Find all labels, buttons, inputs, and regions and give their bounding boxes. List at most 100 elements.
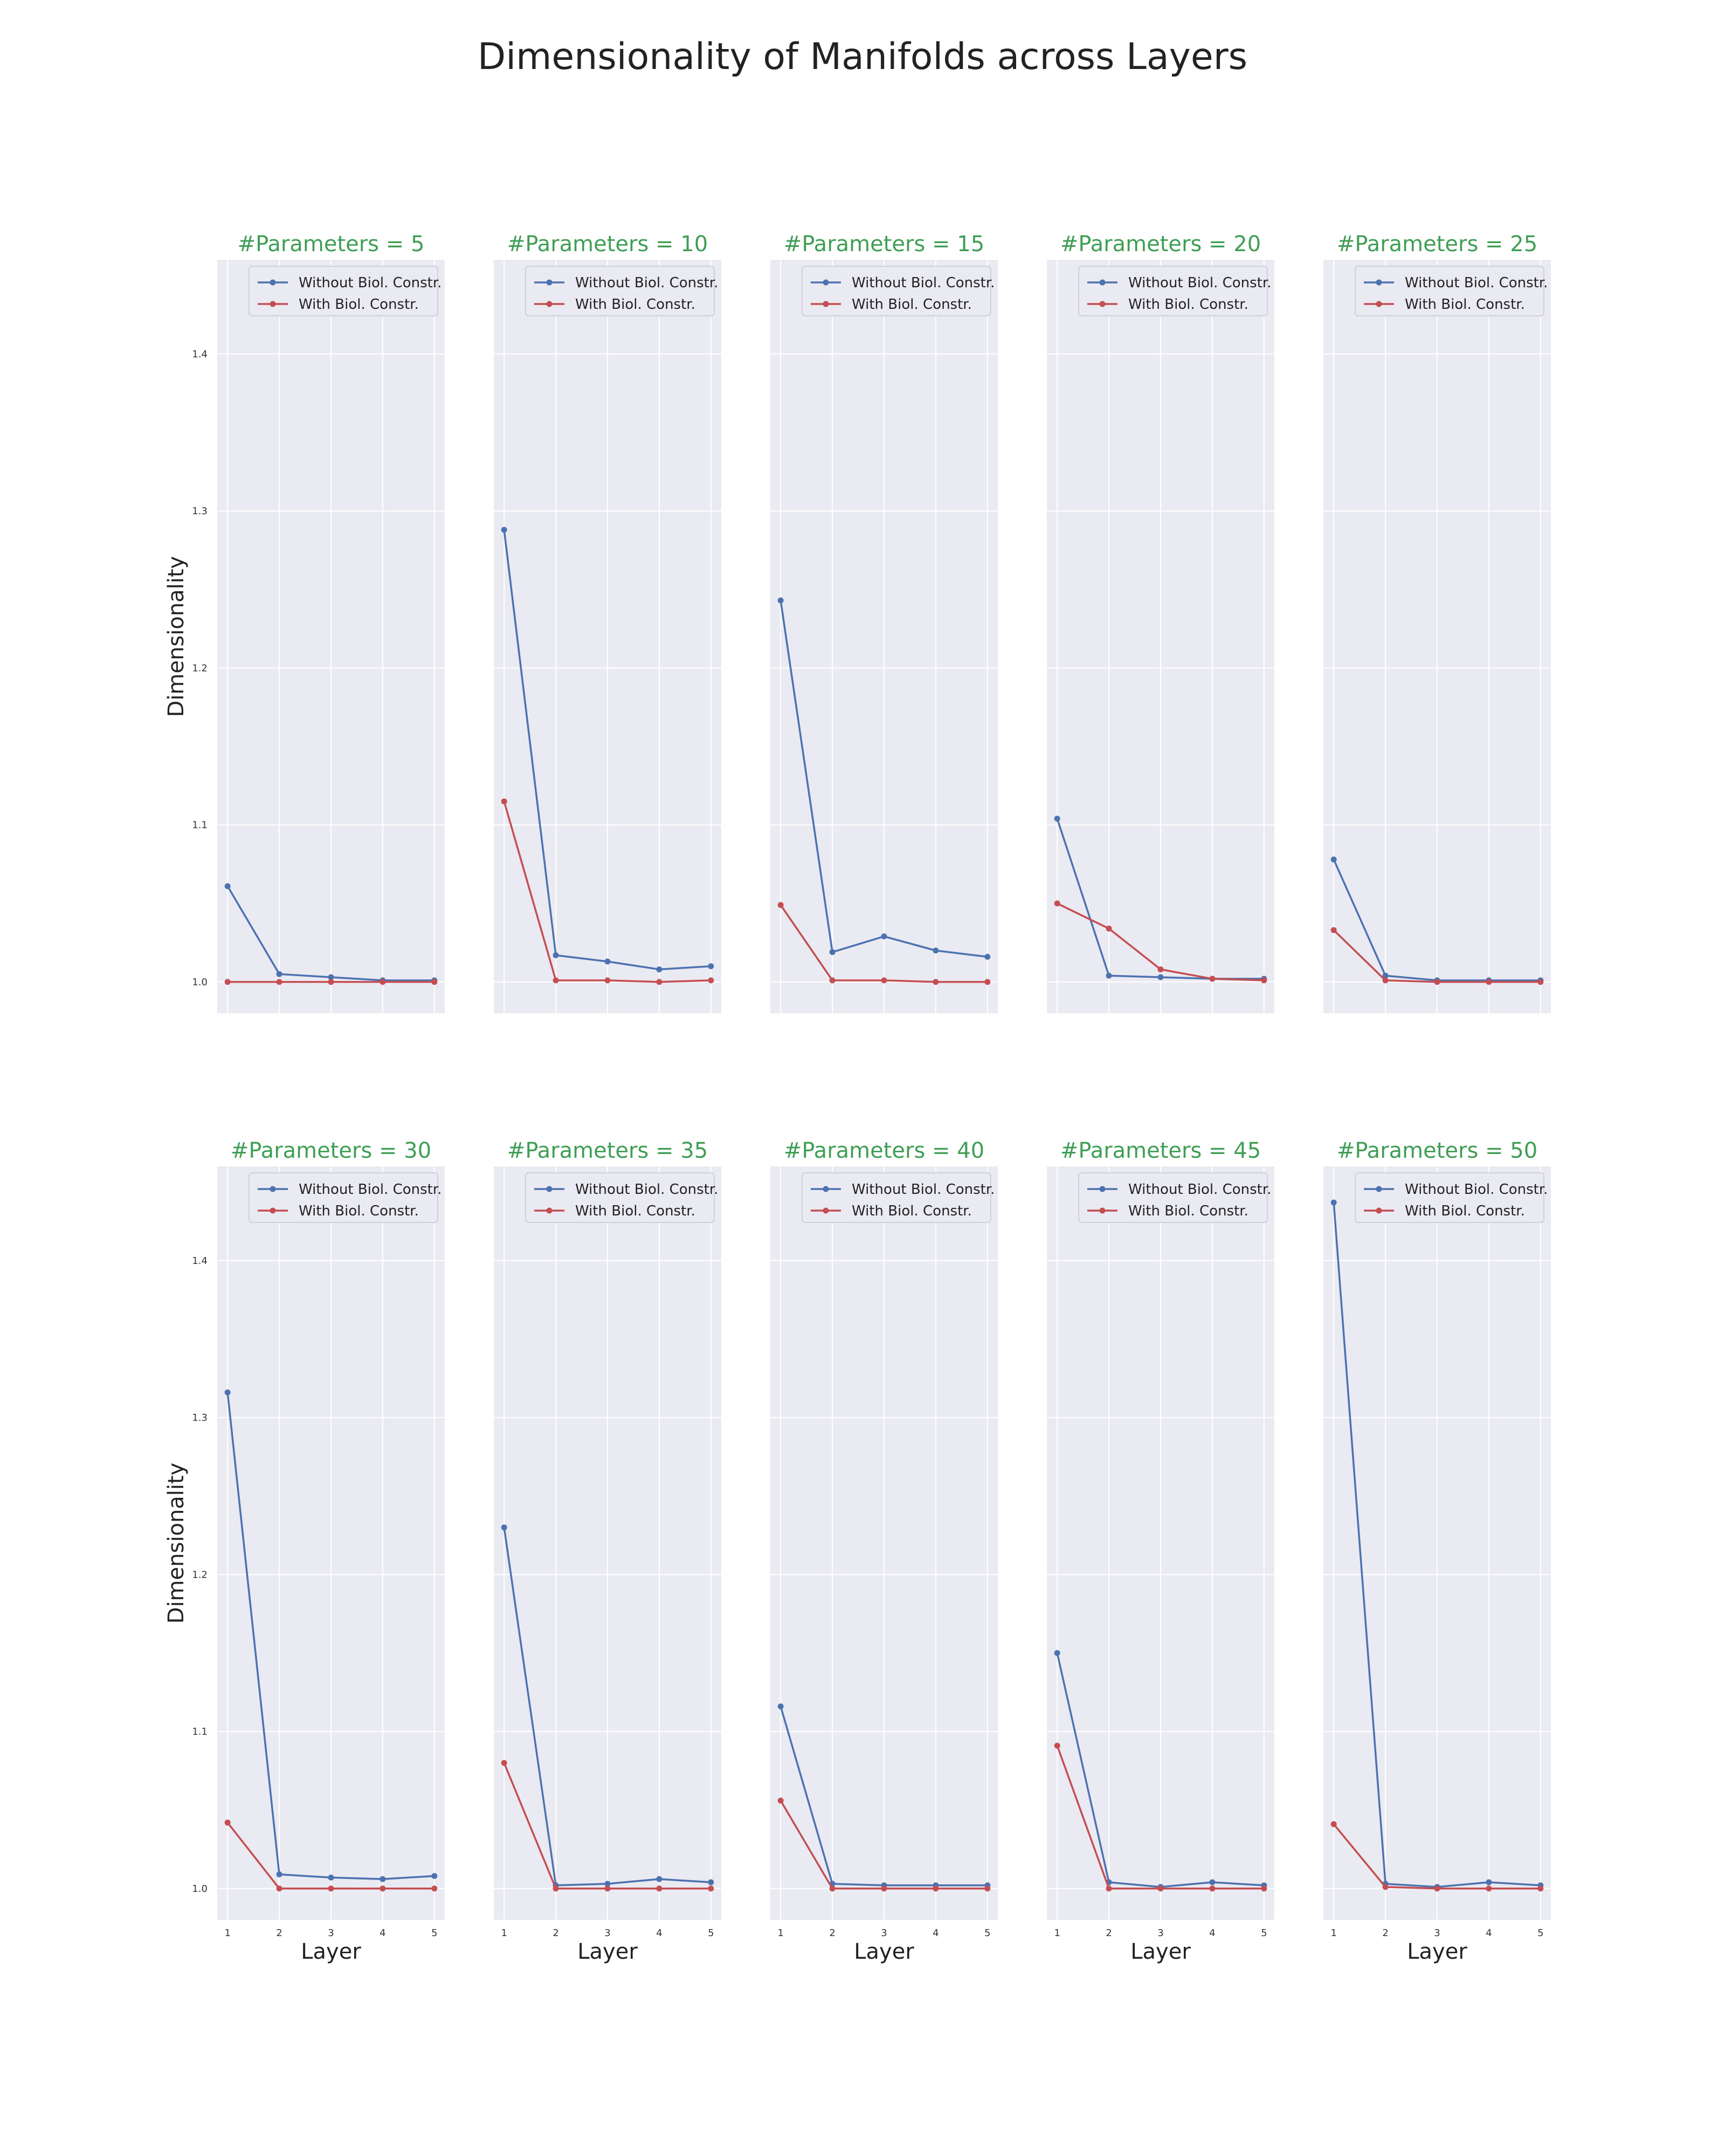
chart-10-series-with-point: [1382, 1884, 1389, 1890]
chart-2-series-with-point: [501, 798, 507, 805]
chart-9-title: #Parameters = 45: [1060, 1138, 1261, 1163]
chart-9-legend-marker: [1099, 1186, 1106, 1192]
chart-2-legend: [525, 266, 715, 316]
chart-9-series-with-point: [1261, 1885, 1267, 1892]
chart-10-xtick-label: 5: [1537, 1927, 1543, 1939]
chart-2-series-with-point: [708, 977, 714, 984]
chart-7-xtick-label: 2: [553, 1927, 558, 1939]
chart-4-title: #Parameters = 20: [1060, 232, 1261, 257]
chart-6-ytick-label: 1.1: [192, 1726, 208, 1738]
chart-3: #Parameters = 15 Without Biol. Constr. Wit…: [770, 232, 998, 1013]
chart-6-title: #Parameters = 30: [231, 1138, 431, 1163]
chart-7-series-without-point: [656, 1876, 663, 1882]
chart-1-ylabel: Dimensionality: [164, 556, 189, 717]
chart-7-series-with-point: [501, 1760, 507, 1766]
chart-8-legend-label: Without Biol. Constr.: [852, 1181, 995, 1198]
chart-6-series-without-point: [431, 1872, 438, 1879]
chart-8-xtick-label: 4: [933, 1927, 939, 1939]
chart-4-legend-label: Without Biol. Constr.: [1128, 275, 1271, 291]
chart-3-series-without-point: [933, 948, 939, 953]
chart-9-legend: [1078, 1172, 1268, 1223]
chart-2-series-without-point: [656, 966, 663, 972]
chart-7-xlabel: Layer: [577, 1939, 638, 1964]
chart-10-xtick-label: 4: [1486, 1927, 1492, 1939]
chart-2-series-without-point: [708, 963, 714, 970]
chart-6-xlabel: Layer: [301, 1939, 361, 1964]
chart-6-series-without-point: [380, 1876, 386, 1882]
chart-1-legend-label: Without Biol. Constr.: [299, 275, 441, 291]
chart-7-series-with-point: [553, 1885, 559, 1892]
chart-2-series-with-point: [656, 979, 663, 985]
chart-10-xlabel: Layer: [1407, 1939, 1467, 1964]
chart-3-series-without-point: [881, 933, 887, 939]
chart-1-ytick-label: 1.3: [192, 506, 208, 517]
chart-8-xtick-label: 3: [881, 1927, 887, 1939]
chart-6-ytick-label: 1.0: [192, 1883, 208, 1895]
chart-1-series-without-point: [328, 974, 334, 980]
chart-6-series-without-point: [224, 1389, 231, 1395]
chart-8-legend-marker: [823, 1186, 829, 1192]
chart-2-legend-marker: [546, 279, 553, 286]
chart-2-series-with-point: [553, 977, 559, 984]
chart-10: 1 2 3 4 5 #Parameters = 50 Without Biol. Const…: [1323, 1138, 1551, 1964]
chart-3-series-with-point: [881, 977, 887, 984]
chart-7-series-with-point: [604, 1885, 611, 1892]
chart-8-title: #Parameters = 40: [784, 1138, 984, 1163]
chart-2-title: #Parameters = 10: [507, 232, 708, 257]
chart-9-series-with-point: [1106, 1885, 1112, 1892]
chart-8-xlabel: Layer: [854, 1939, 914, 1964]
chart-9-xtick-label: 2: [1106, 1927, 1112, 1939]
chart-7-title: #Parameters = 35: [507, 1138, 708, 1163]
chart-10-legend: [1355, 1172, 1544, 1223]
chart-6-xtick-label: 2: [276, 1927, 282, 1939]
chart-10-series-with-point: [1330, 1821, 1337, 1827]
chart-7-series-without-point: [501, 1524, 507, 1531]
chart-4-series-with-point: [1209, 976, 1216, 982]
chart-4-series-without-point: [1106, 972, 1112, 979]
chart-4: #Parameters = 20 Without Biol. Constr. Wit…: [1047, 232, 1274, 1013]
chart-6-ytick-label: 1.2: [192, 1569, 208, 1580]
chart-7-series-without-point: [708, 1879, 714, 1885]
chart-1-ytick-label: 1.1: [192, 820, 208, 831]
chart-8-legend-marker: [823, 1207, 829, 1214]
chart-5-series-with-point: [1537, 979, 1544, 985]
chart-10-legend-label: With Biol. Constr.: [1405, 1203, 1525, 1219]
chart-9: 1 2 3 4 5 #Parameters = 45 Without Biol. Const…: [1047, 1138, 1274, 1964]
chart-3-series-with-point: [829, 977, 836, 984]
chart-9-series-with-point: [1054, 1743, 1060, 1749]
chart-3-title: #Parameters = 15: [784, 232, 984, 257]
chart-4-legend-label: With Biol. Constr.: [1128, 296, 1248, 313]
chart-7-legend-marker: [546, 1186, 553, 1192]
chart-4-legend: [1078, 266, 1268, 316]
chart-7-legend-label: With Biol. Constr.: [575, 1203, 695, 1219]
chart-1-ytick-label: 1.2: [192, 662, 208, 674]
chart-1-legend-marker: [270, 301, 276, 307]
chart-5-legend-label: With Biol. Constr.: [1405, 296, 1525, 313]
chart-6-series-with-point: [224, 1819, 231, 1826]
chart-5-legend-marker: [1376, 301, 1382, 307]
chart-7-legend-marker: [546, 1207, 553, 1214]
chart-3-legend-label: Without Biol. Constr.: [852, 275, 995, 291]
chart-4-legend-marker: [1099, 279, 1106, 286]
chart-5-series-with-point: [1382, 977, 1389, 984]
chart-7-series-with-point: [708, 1885, 714, 1892]
chart-5-series-with-point: [1330, 927, 1337, 934]
chart-1-ytick-label: 1.4: [192, 349, 208, 360]
chart-1: 1.0 1.1 1.2 1.3 1.4 #Parameters = 5 Without Bi…: [164, 232, 445, 1013]
chart-8-legend: [802, 1172, 991, 1223]
chart-3-series-without-point: [984, 953, 991, 960]
chart-6-series-without-point: [328, 1874, 334, 1881]
chart-10-legend-marker: [1376, 1207, 1382, 1214]
chart-7-xtick-label: 3: [604, 1927, 610, 1939]
chart-6-legend: [249, 1172, 438, 1223]
chart-6-series-with-point: [431, 1885, 438, 1892]
chart-8-series-with-point: [933, 1885, 939, 1892]
chart-5-legend: [1355, 266, 1544, 316]
chart-4-series-with-point: [1261, 977, 1267, 984]
chart-9-xtick-label: 1: [1054, 1927, 1060, 1939]
chart-2-series-without-point: [501, 527, 507, 533]
chart-1-legend: [249, 266, 438, 316]
chart-9-series-with-point: [1157, 1885, 1164, 1892]
chart-5-series-without-point: [1382, 972, 1389, 979]
chart-10-legend-marker: [1376, 1186, 1382, 1192]
